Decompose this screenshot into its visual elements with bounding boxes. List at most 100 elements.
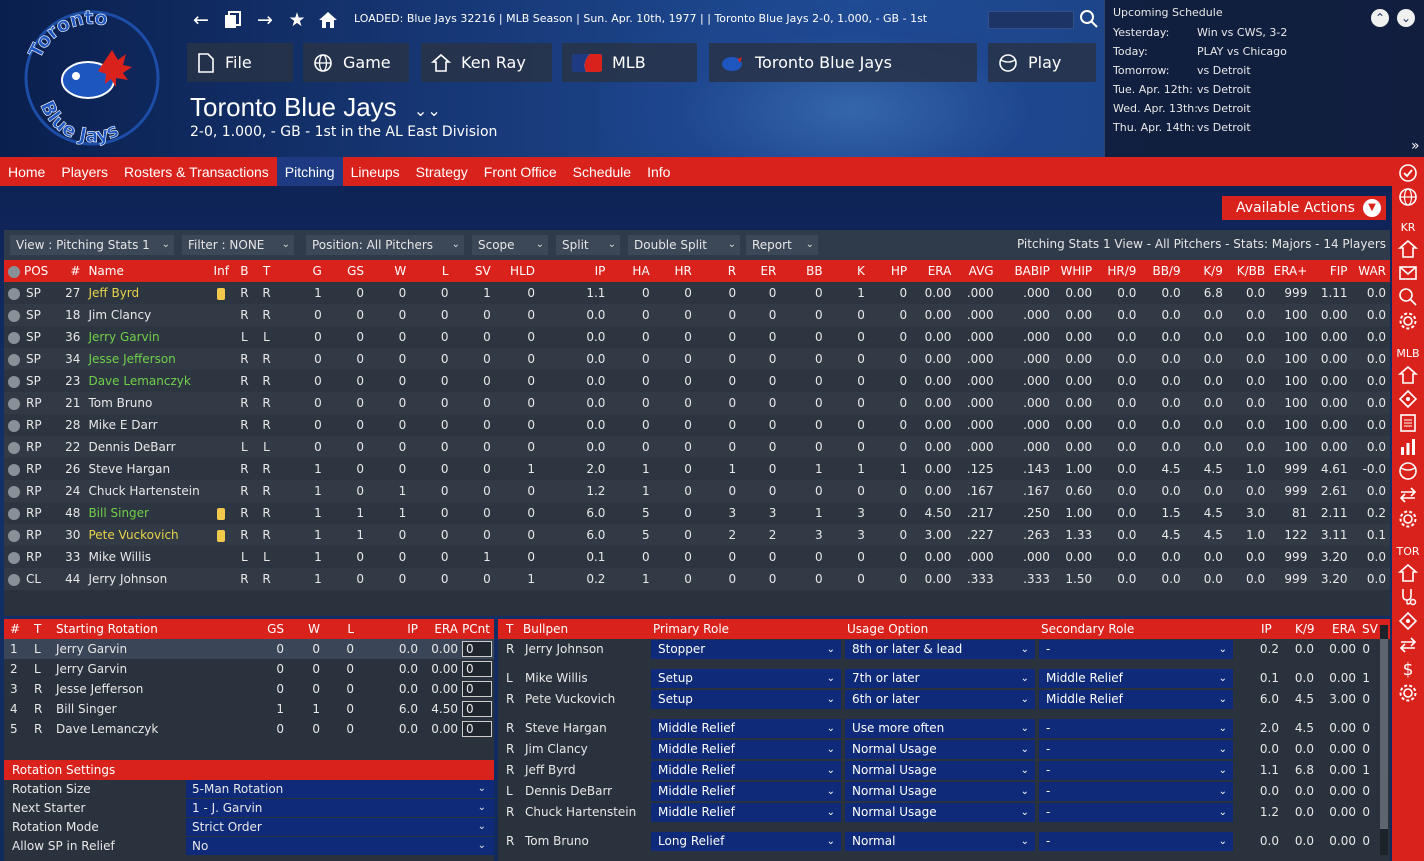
gear-icon[interactable] bbox=[1398, 509, 1418, 529]
row-select-icon[interactable] bbox=[8, 573, 20, 586]
column-header[interactable]: K/BB bbox=[1226, 260, 1270, 282]
stethoscope-icon[interactable] bbox=[1398, 587, 1418, 607]
bullpen-row[interactable]: R Steve Hargan Middle Relief ⌄ Use more ofte… bbox=[498, 718, 1378, 739]
transfer-icon[interactable] bbox=[1398, 635, 1418, 655]
table-row[interactable]: CL 44 Jerry Johnson R R 1 0 0 0 0 1 0.2 1 0 0 0 0 0 0 0.00.… bbox=[4, 568, 1390, 590]
column-header[interactable]: HR/9 bbox=[1096, 260, 1141, 282]
primary-role-select[interactable]: Middle Relief ⌄ bbox=[651, 719, 841, 738]
house-icon[interactable] bbox=[1397, 239, 1419, 259]
column-header[interactable]: T bbox=[255, 260, 278, 282]
column-header[interactable]: SV bbox=[452, 260, 495, 282]
row-select-icon[interactable] bbox=[8, 551, 20, 564]
secondary-role-select[interactable]: - ⌄ bbox=[1039, 719, 1233, 738]
search-input[interactable] bbox=[988, 11, 1074, 29]
bullpen-row[interactable]: R Jerry Johnson Stopper ⌄ 8th or later & lea… bbox=[498, 639, 1378, 660]
player-name-link[interactable]: Bill Singer bbox=[84, 502, 210, 524]
info-badge-icon[interactable] bbox=[217, 529, 226, 542]
bullpen-scrollbar[interactable] bbox=[1380, 625, 1388, 855]
search-icon[interactable] bbox=[1079, 9, 1099, 29]
column-header[interactable]: L bbox=[410, 260, 453, 282]
table-row[interactable]: RP 28 Mike E Darr R R 0 0 0 0 0 0 0.0 0 0 0 0 0 0 0 0.00.00… bbox=[4, 414, 1390, 436]
column-header[interactable]: Name bbox=[84, 260, 210, 282]
menu-rosters-transactions[interactable]: Rosters & Transactions bbox=[124, 164, 269, 180]
player-name-link[interactable]: Dave Lemanczyk bbox=[84, 370, 210, 392]
column-header[interactable]: ERA+ bbox=[1269, 260, 1312, 282]
secondary-role-select[interactable]: Middle Relief ⌄ bbox=[1039, 669, 1233, 688]
usage-option-select[interactable]: 6th or later ⌄ bbox=[845, 690, 1035, 709]
setting-select[interactable]: 5-Man Rotation ⌄ bbox=[186, 780, 494, 798]
pitch-count-input[interactable]: 0 bbox=[462, 661, 492, 677]
forward-arrow-icon[interactable]: → bbox=[257, 9, 273, 31]
schedule-down-icon[interactable]: ⌄ bbox=[1397, 9, 1415, 27]
column-header[interactable]: BB/9 bbox=[1140, 260, 1185, 282]
player-name-link[interactable]: Steve Hargan bbox=[84, 458, 210, 480]
bullpen-row[interactable]: R Tom Bruno Long Relief ⌄ Normal ⌄ - ⌄ 0.0 0.0 0.0… bbox=[498, 831, 1378, 852]
play-button[interactable]: Play bbox=[988, 43, 1096, 82]
table-row[interactable]: RP 26 Steve Hargan R R 1 0 0 0 0 1 2.0 1 0 1 0 1 1 1 0.00.1… bbox=[4, 458, 1390, 480]
player-name-link[interactable]: Jesse Jefferson bbox=[84, 348, 210, 370]
position-select[interactable]: Position: All Pitchers ⌄ bbox=[306, 235, 464, 255]
transfer-icon[interactable] bbox=[1398, 485, 1418, 505]
column-header[interactable]: # bbox=[48, 260, 85, 282]
primary-role-select[interactable]: Long Relief ⌄ bbox=[651, 832, 841, 851]
menu-players[interactable]: Players bbox=[61, 164, 109, 180]
player-name-link[interactable]: Jeff Byrd bbox=[84, 282, 210, 304]
table-row[interactable]: RP 22 Dennis DeBarr L L 0 0 0 0 0 0 0.0 0 0 0 0 0 0 0 0.00.… bbox=[4, 436, 1390, 458]
column-header[interactable]: GS bbox=[325, 260, 369, 282]
row-select-icon[interactable] bbox=[8, 507, 20, 520]
scope-select[interactable]: Scope ⌄ bbox=[472, 235, 548, 255]
mail-icon[interactable] bbox=[1398, 263, 1418, 283]
check-circle-icon[interactable] bbox=[1398, 163, 1418, 183]
primary-role-select[interactable]: Setup ⌄ bbox=[651, 669, 841, 688]
usage-option-select[interactable]: 7th or later ⌄ bbox=[845, 669, 1035, 688]
secondary-role-select[interactable]: - ⌄ bbox=[1039, 803, 1233, 822]
secondary-role-select[interactable]: - ⌄ bbox=[1039, 761, 1233, 780]
schedule-up-icon[interactable]: ⌃ bbox=[1371, 9, 1389, 27]
primary-role-select[interactable]: Middle Relief ⌄ bbox=[651, 740, 841, 759]
bullpen-scroll-thumb[interactable] bbox=[1380, 639, 1388, 829]
double-split-select[interactable]: Double Split ⌄ bbox=[628, 235, 740, 255]
player-name-link[interactable]: Mike E Darr bbox=[84, 414, 210, 436]
menu-schedule[interactable]: Schedule bbox=[572, 164, 632, 180]
menu-pitching[interactable]: Pitching bbox=[276, 157, 343, 186]
pitch-count-input[interactable]: 0 bbox=[462, 701, 492, 717]
row-select-icon[interactable] bbox=[8, 331, 20, 344]
table-row[interactable]: SP 18 Jim Clancy R R 0 0 0 0 0 0 0.0 0 0 0 0 0 0 0 0.00.000… bbox=[4, 304, 1390, 326]
column-header[interactable]: ERA bbox=[911, 260, 956, 282]
column-header[interactable]: HR bbox=[653, 260, 696, 282]
secondary-role-select[interactable]: Middle Relief ⌄ bbox=[1039, 690, 1233, 709]
player-name-link[interactable]: Dennis DeBarr bbox=[84, 436, 210, 458]
filter-select[interactable]: Filter : NONE ⌄ bbox=[182, 235, 294, 255]
file-button[interactable]: File bbox=[187, 43, 293, 82]
bullpen-row[interactable]: L Dennis DeBarr Middle Relief ⌄ Normal Usage… bbox=[498, 781, 1378, 802]
bar-chart-icon[interactable] bbox=[1398, 437, 1418, 457]
row-select-icon[interactable] bbox=[8, 485, 20, 498]
column-header[interactable]: K bbox=[826, 260, 869, 282]
info-badge-icon[interactable] bbox=[217, 287, 226, 300]
row-select-icon[interactable] bbox=[8, 397, 20, 410]
dollar-icon[interactable]: $ bbox=[1398, 659, 1418, 680]
usage-option-select[interactable]: 8th or later & lead ⌄ bbox=[845, 640, 1035, 659]
row-select-icon[interactable] bbox=[8, 287, 20, 300]
secondary-role-select[interactable]: - ⌄ bbox=[1039, 832, 1233, 851]
column-header[interactable]: WAR bbox=[1351, 260, 1390, 282]
row-select-icon[interactable] bbox=[8, 309, 20, 322]
pitch-count-input[interactable]: 0 bbox=[462, 681, 492, 697]
player-name-link[interactable]: Pete Vuckovich bbox=[84, 524, 210, 546]
usage-option-select[interactable]: Normal Usage ⌄ bbox=[845, 740, 1035, 759]
star-icon[interactable]: ★ bbox=[288, 9, 306, 31]
bullpen-row[interactable]: L Mike Willis Setup ⌄ 7th or later ⌄ Middle Re… bbox=[498, 668, 1378, 689]
player-name-link[interactable]: Tom Bruno bbox=[84, 392, 210, 414]
usage-option-select[interactable]: Normal ⌄ bbox=[845, 832, 1035, 851]
column-header[interactable]: AVG bbox=[955, 260, 998, 282]
usage-option-select[interactable]: Normal Usage ⌄ bbox=[845, 782, 1035, 801]
column-header[interactable]: G bbox=[277, 260, 326, 282]
row-select-icon[interactable] bbox=[8, 419, 20, 432]
home-icon[interactable] bbox=[318, 10, 338, 30]
menu-strategy[interactable]: Strategy bbox=[415, 164, 468, 180]
bullpen-row[interactable]: R Jim Clancy Middle Relief ⌄ Normal Usage ⌄ - ⌄… bbox=[498, 739, 1378, 760]
primary-role-select[interactable]: Stopper ⌄ bbox=[651, 640, 841, 659]
view-select[interactable]: View : Pitching Stats 1 ⌄ bbox=[10, 235, 174, 255]
player-name-link[interactable]: Chuck Hartenstein bbox=[84, 480, 210, 502]
column-header[interactable]: HLD bbox=[494, 260, 539, 282]
